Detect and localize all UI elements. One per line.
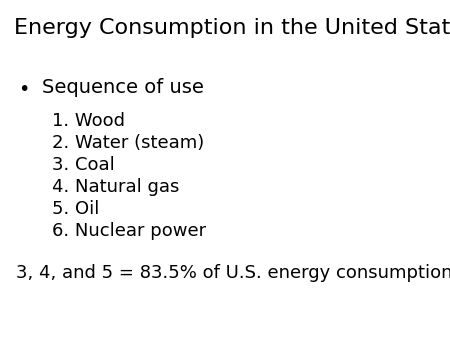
- Text: 2. Water (steam): 2. Water (steam): [52, 134, 204, 152]
- Text: 6. Nuclear power: 6. Nuclear power: [52, 222, 206, 240]
- Text: 1. Wood: 1. Wood: [52, 112, 125, 130]
- Text: 4. Natural gas: 4. Natural gas: [52, 178, 180, 196]
- Text: •: •: [18, 80, 29, 99]
- Text: 3, 4, and 5 = 83.5% of U.S. energy consumption: 3, 4, and 5 = 83.5% of U.S. energy consu…: [16, 264, 450, 282]
- Text: Sequence of use: Sequence of use: [42, 78, 204, 97]
- Text: 3. Coal: 3. Coal: [52, 156, 115, 174]
- Text: Energy Consumption in the United States: Energy Consumption in the United States: [14, 18, 450, 38]
- Text: 5. Oil: 5. Oil: [52, 200, 99, 218]
